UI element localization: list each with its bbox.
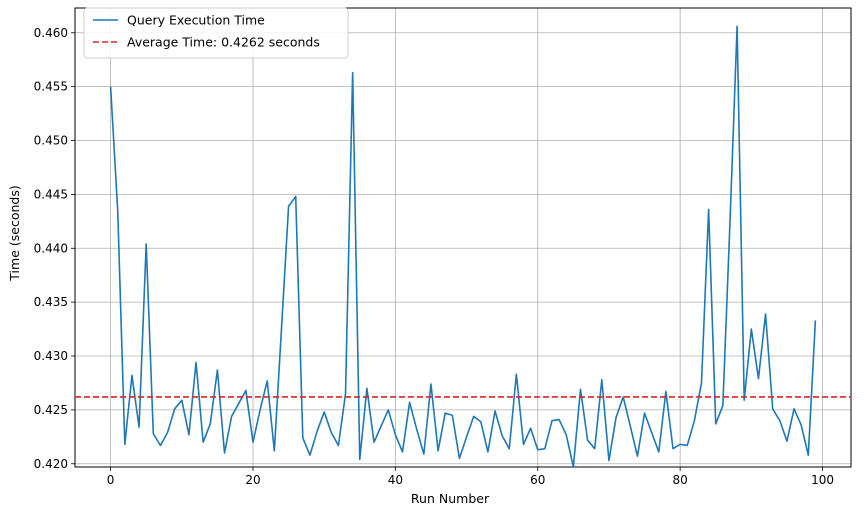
x-tick-label: 80 bbox=[672, 473, 687, 487]
y-tick-label: 0.430 bbox=[34, 349, 68, 363]
y-tick-label: 0.460 bbox=[34, 26, 68, 40]
y-tick-label: 0.440 bbox=[34, 241, 68, 255]
x-tick-label: 100 bbox=[811, 473, 834, 487]
x-axis-ticks: 0 20 40 60 80 100 bbox=[107, 467, 834, 487]
x-axis-label: Run Number bbox=[411, 491, 490, 506]
y-tick-label: 0.450 bbox=[34, 134, 68, 148]
grid bbox=[75, 8, 851, 467]
y-axis-label: Time (seconds) bbox=[7, 185, 22, 281]
legend-label-average-time: Average Time: 0.4262 seconds bbox=[127, 35, 320, 50]
x-tick-label: 0 bbox=[107, 473, 115, 487]
legend-box bbox=[83, 7, 349, 59]
y-tick-label: 0.445 bbox=[34, 187, 68, 201]
x-tick-label: 20 bbox=[245, 473, 260, 487]
legend: Query Execution Time Average Time: 0.426… bbox=[83, 7, 349, 59]
y-tick-label: 0.435 bbox=[34, 295, 68, 309]
series-layer bbox=[75, 25, 851, 468]
series-line-query-execution-time bbox=[109, 25, 817, 468]
x-tick-label: 60 bbox=[530, 473, 545, 487]
y-tick-label: 0.420 bbox=[34, 457, 68, 471]
y-tick-label: 0.425 bbox=[34, 403, 68, 417]
axes bbox=[74, 7, 852, 468]
y-axis-ticks: 0.420 0.425 0.430 0.435 0.440 0.445 0.450 0.455… bbox=[34, 26, 75, 471]
legend-label-query-execution-time: Query Execution Time bbox=[127, 13, 265, 28]
x-tick-label: 40 bbox=[388, 473, 403, 487]
plot-frame bbox=[74, 7, 852, 468]
y-tick-label: 0.455 bbox=[34, 80, 68, 94]
